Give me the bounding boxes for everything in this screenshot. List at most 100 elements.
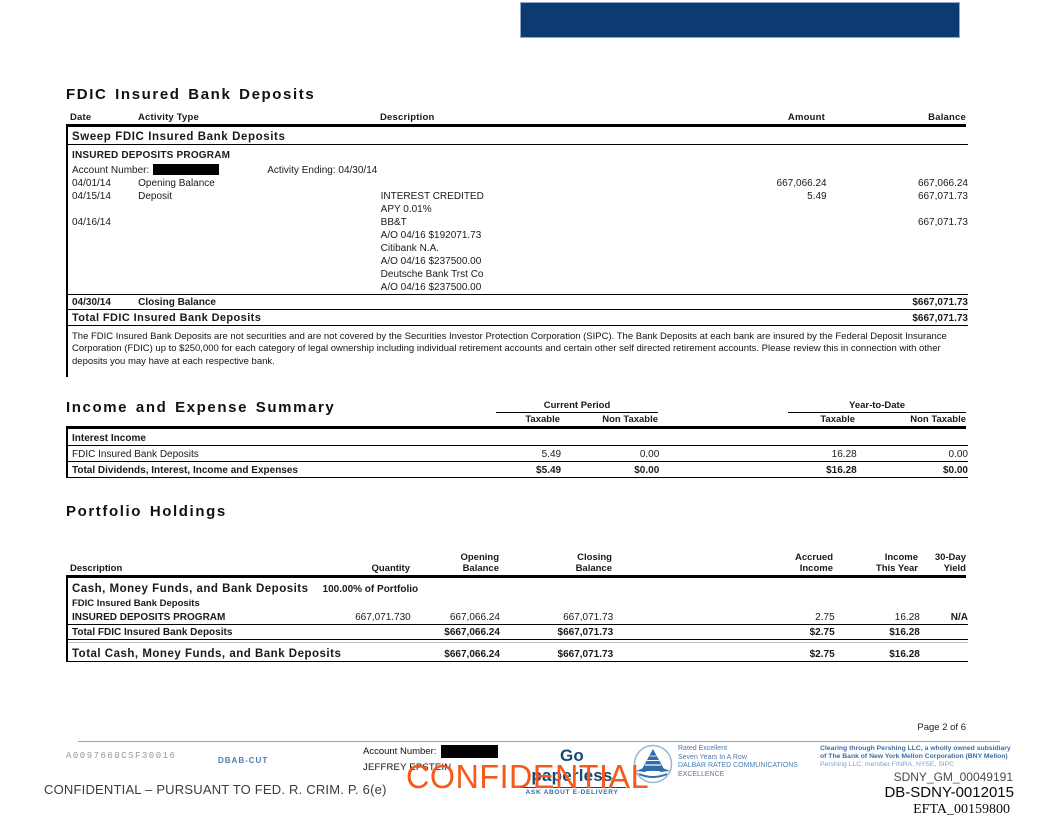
fdic-row: A/O 04/16 $192071.73 — [68, 229, 968, 242]
cp-non-taxable-cell: 0.00 — [561, 445, 660, 462]
description-cell: INSURED DEPOSITS PROGRAM — [68, 610, 307, 625]
go-paperless-subtext: ASK ABOUT E-DELIVERY — [525, 789, 619, 796]
fdic-row: A/O 04/16 $237500.00 — [68, 281, 968, 295]
column-header-date: Date — [66, 111, 138, 127]
activity-cell — [138, 242, 381, 255]
column-header-description: Description — [66, 552, 306, 578]
total-label: Total Cash, Money Funds, and Bank Deposi… — [68, 642, 411, 662]
balance-cell — [827, 203, 968, 216]
description-cell: APY 0.01% — [380, 203, 432, 215]
yield-cell: N/A — [919, 610, 968, 625]
group-header-current-period: Current Period — [496, 398, 659, 413]
portfolio-group-row: Cash, Money Funds, and Bank Deposits 100.… — [68, 578, 968, 596]
activity-cell: Deposit — [138, 190, 173, 202]
footer-divider — [78, 741, 1000, 742]
portfolio-total-fdic-row: Total FDIC Insured Bank Deposits $667,06… — [68, 624, 968, 640]
portfolio-total-cash-row: Total Cash, Money Funds, and Bank Deposi… — [68, 642, 968, 662]
divider-gap — [68, 639, 968, 643]
balance-cell — [827, 281, 968, 295]
income-table-header: Current Period Year-to-Date Taxable Non … — [66, 398, 967, 429]
balance-cell: 667,066.24 — [917, 177, 968, 189]
fdic-group-row: Sweep FDIC Insured Bank Deposits — [68, 127, 968, 145]
portfolio-percent-note: 100.00% of Portfolio — [322, 584, 419, 595]
opening-balance-cell: $667,066.24 — [410, 642, 500, 662]
fdic-row: Deutsche Bank Trst Co — [68, 268, 968, 281]
cp-taxable-cell: $5.49 — [496, 461, 562, 478]
income-this-year-cell: $16.28 — [834, 642, 920, 662]
fdic-program-row: INSURED DEPOSITS PROGRAM — [68, 144, 968, 162]
amount-cell: 5.49 — [807, 190, 827, 202]
fdic-program-label: INSURED DEPOSITS PROGRAM — [72, 149, 231, 161]
activity-ending-label: Activity Ending: 04/30/14 — [267, 164, 378, 176]
income-category-row: Interest Income — [68, 428, 968, 446]
activity-cell: Closing Balance — [138, 293, 381, 310]
bates-number-efta: EFTA_00159800 — [913, 802, 1010, 817]
bates-number-db-sdny: DB-SDNY-0012015 — [884, 784, 1014, 801]
bates-number-sdny: SDNY_GM_00049191 — [893, 770, 1013, 784]
portfolio-subgroup-row: FDIC Insured Bank Deposits — [68, 596, 968, 610]
group-label: Cash, Money Funds, and Bank Deposits — [72, 583, 309, 595]
ytd-non-taxable-cell: 0.00 — [856, 445, 968, 462]
quantity-cell: 667,071.730 — [306, 610, 411, 625]
closing-balance-cell: $667,071.73 — [499, 624, 614, 640]
page-number: Page 2 of 6 — [917, 722, 966, 733]
opening-balance-cell: $667,066.24 — [410, 624, 500, 640]
closing-balance-cell: 667,071.73 — [499, 610, 614, 625]
date-cell — [68, 281, 138, 295]
sub-header-taxable: Taxable — [496, 412, 560, 429]
activity-cell: Opening Balance — [138, 177, 215, 189]
account-number-redaction-bar — [153, 164, 220, 176]
description-cell: BB&T — [380, 216, 407, 228]
description-cell: Deutsche Bank Trst Co — [380, 268, 484, 280]
fdic-row: 04/16/14 BB&T 667,071.73 — [68, 216, 968, 229]
portfolio-row: INSURED DEPOSITS PROGRAM 667,071.730 667… — [68, 610, 968, 625]
portfolio-section-title: Portfolio Holdings — [66, 503, 227, 520]
activity-cell — [138, 255, 381, 268]
account-number-label: Account Number: — [72, 164, 150, 176]
fdic-row: 04/01/14 Opening Balance 667,066.24 667,… — [68, 177, 968, 190]
column-header-activity-type: Activity Type — [138, 111, 380, 127]
column-header-30-day-yield: 30-Day Yield — [918, 552, 966, 578]
go-paperless-text: Go paperless — [518, 746, 626, 788]
description-cell: A/O 04/16 $237500.00 — [380, 255, 482, 267]
balance-cell: 667,071.73 — [917, 190, 968, 202]
confidential-watermark: CONFIDENTIAL — [406, 758, 650, 795]
column-header-quantity: Quantity — [306, 552, 410, 578]
total-label: Total FDIC Insured Bank Deposits — [68, 624, 411, 640]
description-cell: A/O 04/16 $192071.73 — [380, 229, 482, 241]
amount-cell — [681, 229, 826, 242]
activity-cell — [138, 216, 381, 229]
portfolio-table-body: Cash, Money Funds, and Bank Deposits 100.… — [66, 578, 968, 662]
sub-header-non-taxable: Non Taxable — [560, 412, 659, 429]
account-number-label: Account Number: — [363, 746, 437, 758]
amount-cell — [681, 203, 826, 216]
activity-cell — [138, 229, 381, 242]
fdic-disclaimer: The FDIC Insured Bank Deposits are not s… — [72, 330, 947, 367]
date-cell — [68, 229, 138, 242]
date-cell — [68, 203, 138, 216]
activity-cell — [138, 281, 381, 295]
fdic-row: Citibank N.A. — [68, 242, 968, 255]
description-cell — [381, 177, 682, 190]
date-cell: 04/30/14 — [68, 293, 139, 310]
fdic-row: 04/15/14 Deposit INTEREST CREDITED 5.49 … — [68, 190, 968, 203]
total-label: Total Dividends, Interest, Income and Ex… — [68, 461, 497, 478]
dalbar-pyramid-icon — [633, 744, 673, 789]
ytd-non-taxable-cell: $0.00 — [856, 461, 968, 478]
dbab-cut-label: DBAB-CUT — [218, 756, 269, 765]
opening-balance-cell: 667,066.24 — [410, 610, 500, 625]
date-cell: 04/16/14 — [72, 216, 111, 228]
amount-cell — [681, 255, 826, 268]
fdic-row: APY 0.01% — [68, 203, 968, 216]
accrued-income-cell: $2.75 — [613, 642, 835, 662]
fdic-table-header: Date Activity Type Description Amount Ba… — [66, 111, 966, 127]
cp-non-taxable-cell: $0.00 — [561, 461, 660, 478]
account-number-redaction-bar — [441, 745, 499, 758]
income-this-year-cell: 16.28 — [834, 610, 920, 625]
column-header-closing-balance: Closing Balance — [499, 552, 612, 578]
date-cell — [68, 268, 138, 281]
description-cell: INTEREST CREDITED — [380, 190, 484, 202]
fdic-group-label: Sweep FDIC Insured Bank Deposits — [68, 127, 968, 145]
income-total-row: Total Dividends, Interest, Income and Ex… — [68, 461, 968, 478]
row-label: FDIC Insured Bank Deposits — [68, 445, 497, 462]
